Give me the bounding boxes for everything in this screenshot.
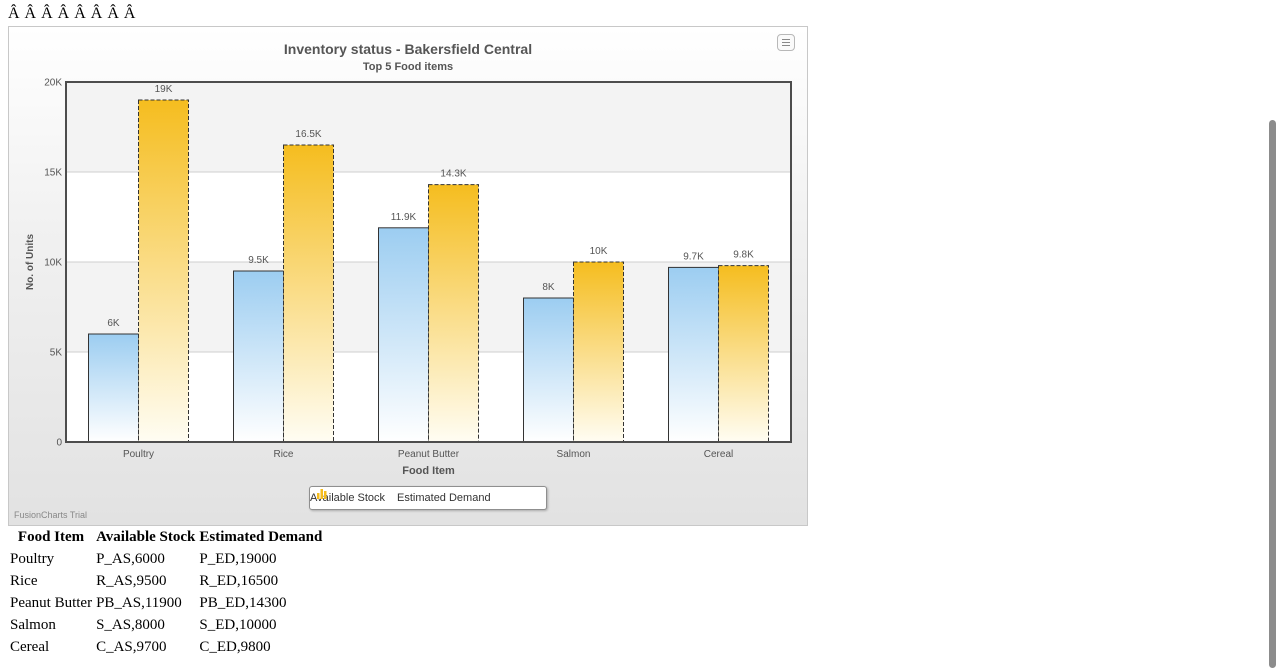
chart-export-menu-button[interactable] (777, 34, 795, 51)
y-tick-label: 10K (44, 258, 62, 269)
table-row: Cereal C_AS,9700 C_ED,9800 (8, 636, 324, 658)
table-row: Poultry P_AS,6000 P_ED,19000 (8, 548, 324, 570)
data-label: 19K (155, 84, 173, 95)
table-cell: Cereal (10, 638, 50, 655)
column-header: Estimated Demand (199, 528, 323, 545)
data-label: 11.9K (391, 212, 417, 223)
data-label: 6K (107, 318, 120, 329)
table-row: Rice R_AS,9500 R_ED,16500 (8, 570, 324, 592)
data-label: 9.8K (733, 250, 754, 261)
chart-subtitle: Top 5 Food items (363, 61, 453, 73)
watermark-text: FusionCharts Trial (14, 510, 88, 520)
vertical-scrollbar[interactable] (1266, 0, 1280, 668)
x-tick-label: Cereal (704, 449, 733, 460)
table-cell: Peanut Butter (10, 594, 93, 611)
data-label: 14.3K (440, 169, 466, 180)
table-cell: R_ED,16500 (199, 572, 279, 589)
bar-available-stock (233, 270, 284, 443)
chart-title: Inventory status - Bakersfield Central (284, 41, 532, 57)
garbled-encoding-text: Â Â Â Â Â Â Â Â (8, 5, 136, 22)
table-cell: R_AS,9500 (96, 572, 167, 589)
table-cell: PB_ED,14300 (199, 594, 287, 611)
table-row: Peanut Butter PB_AS,11900 PB_ED,14300 (8, 592, 324, 614)
table-cell: C_AS,9700 (96, 638, 167, 655)
x-axis-title: Food Item (402, 465, 455, 477)
column-header: Available Stock (96, 528, 196, 545)
bar-estimated-demand (138, 99, 189, 443)
bar-available-stock (668, 266, 719, 443)
bar-estimated-demand (428, 184, 479, 443)
bar-estimated-demand (283, 144, 334, 443)
bar-available-stock (378, 227, 429, 443)
x-tick-label: Poultry (123, 449, 154, 460)
legend-label-estimated-demand: Estimated Demand (397, 492, 491, 504)
bar-available-stock (88, 333, 139, 443)
data-label: 10K (590, 246, 608, 257)
table-cell: Poultry (10, 550, 55, 567)
table-cell: Rice (10, 572, 38, 589)
bar-estimated-demand (573, 261, 624, 443)
table-cell: S_ED,10000 (199, 616, 277, 633)
y-tick-label: 20K (44, 78, 62, 89)
data-label: 8K (542, 282, 555, 293)
y-tick-label: 5K (50, 348, 63, 359)
x-tick-label: Peanut Butter (398, 449, 460, 460)
table-header-row: Food Item Available Stock Estimated Dema… (8, 526, 324, 548)
data-label: 9.7K (683, 251, 704, 262)
chart-svg: 0 5K 10K 15K 20K 6K 19K Poultry 9.5K 16.5K Rice 11.… (25, 41, 792, 477)
data-table: Food Item Available Stock Estimated Dema… (8, 526, 324, 658)
chart-container: 0 5K 10K 15K 20K 6K 19K Poultry 9.5K 16.5K Rice 11.… (8, 26, 808, 526)
chart-legend: Available Stock Estimated Demand (309, 486, 547, 510)
data-label: 16.5K (295, 129, 321, 140)
plot-border (65, 81, 792, 443)
table-cell: Salmon (10, 616, 56, 633)
table-row: Salmon S_AS,8000 S_ED,10000 (8, 614, 324, 636)
legend-item-estimated-demand[interactable]: Estimated Demand (317, 489, 491, 504)
scrollbar-thumb[interactable] (1269, 120, 1276, 668)
bar-available-stock (523, 297, 574, 443)
table-cell: C_ED,9800 (199, 638, 271, 655)
table-cell: P_AS,6000 (96, 550, 165, 567)
data-label: 9.5K (248, 255, 269, 266)
x-tick-label: Rice (273, 449, 293, 460)
table-cell: PB_AS,11900 (96, 594, 182, 611)
y-tick-label: 15K (44, 168, 62, 179)
bar-estimated-demand (718, 265, 769, 443)
table-cell: P_ED,19000 (199, 550, 277, 567)
y-tick-label: 0 (56, 438, 62, 449)
bar-chart-icon (317, 489, 327, 499)
table-cell: S_AS,8000 (96, 616, 165, 633)
legend-label-available-stock: Available Stock (310, 492, 386, 504)
x-tick-label: Salmon (557, 449, 591, 460)
column-header: Food Item (17, 528, 85, 545)
y-axis-title: No. of Units (25, 234, 36, 291)
